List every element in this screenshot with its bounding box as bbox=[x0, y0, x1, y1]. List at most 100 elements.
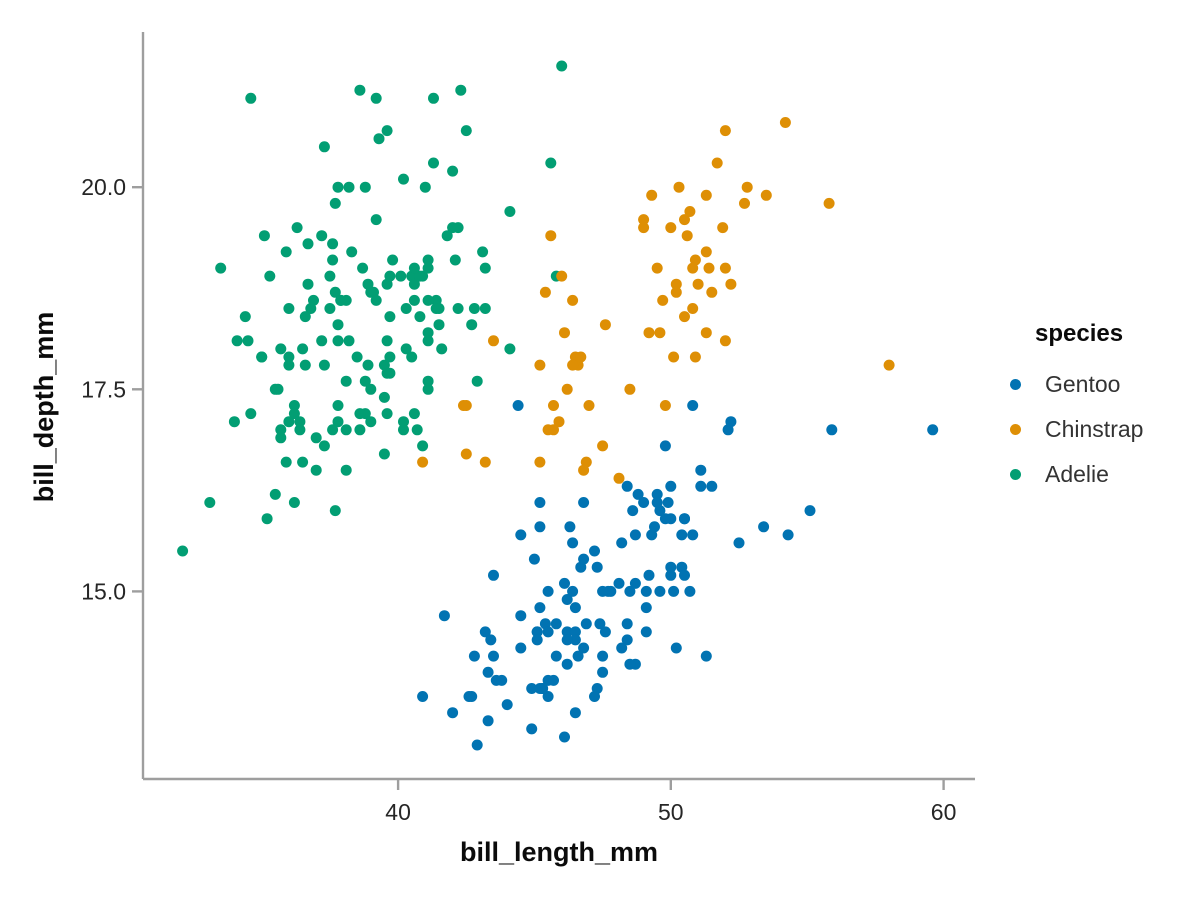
data-point-gentoo bbox=[826, 424, 838, 436]
data-point-adelie bbox=[335, 294, 347, 306]
data-point-gentoo bbox=[561, 594, 573, 605]
data-point-chinstrap bbox=[673, 181, 685, 193]
data-point-adelie bbox=[316, 335, 328, 347]
data-point-chinstrap bbox=[883, 359, 895, 371]
data-point-chinstrap bbox=[561, 383, 573, 395]
data-point-gentoo bbox=[643, 569, 655, 581]
data-point-gentoo bbox=[515, 610, 527, 622]
data-point-adelie bbox=[381, 125, 393, 137]
data-point-adelie bbox=[408, 408, 420, 420]
data-point-chinstrap bbox=[711, 157, 723, 169]
data-point-gentoo bbox=[616, 537, 628, 549]
data-point-adelie bbox=[466, 319, 478, 331]
data-point-adelie bbox=[215, 262, 227, 274]
data-point-gentoo bbox=[531, 634, 543, 646]
data-point-adelie bbox=[359, 181, 371, 193]
data-point-chinstrap bbox=[548, 400, 559, 411]
legend-item-gentoo: Gentoo bbox=[1000, 362, 1143, 407]
data-point-adelie bbox=[387, 254, 399, 266]
x-axis-title: bill_length_mm bbox=[460, 837, 658, 867]
data-point-chinstrap bbox=[760, 189, 772, 201]
data-point-chinstrap bbox=[706, 286, 718, 298]
data-point-adelie bbox=[545, 157, 557, 169]
data-point-adelie bbox=[471, 375, 483, 387]
data-point-chinstrap bbox=[548, 424, 559, 436]
data-point-chinstrap bbox=[679, 214, 690, 226]
data-point-gentoo bbox=[627, 505, 639, 517]
data-point-gentoo bbox=[616, 642, 628, 654]
data-point-adelie bbox=[384, 367, 396, 379]
data-point-adelie bbox=[280, 456, 292, 468]
data-point-gentoo bbox=[589, 691, 600, 702]
data-point-chinstrap bbox=[689, 351, 701, 363]
data-point-adelie bbox=[332, 319, 344, 331]
data-point-adelie bbox=[479, 262, 491, 274]
data-point-adelie bbox=[408, 278, 420, 290]
data-point-gentoo bbox=[515, 642, 527, 654]
data-point-gentoo bbox=[496, 674, 508, 686]
data-point-chinstrap bbox=[488, 335, 499, 347]
data-point-adelie bbox=[340, 375, 352, 387]
data-point-adelie bbox=[283, 303, 295, 314]
data-point-gentoo bbox=[700, 650, 712, 662]
data-point-adelie bbox=[324, 270, 336, 282]
data-point-adelie bbox=[340, 464, 352, 476]
data-point-adelie bbox=[414, 270, 426, 282]
data-point-gentoo bbox=[578, 553, 590, 565]
data-point-adelie bbox=[351, 351, 363, 363]
data-point-adelie bbox=[231, 335, 243, 347]
data-point-adelie bbox=[400, 303, 412, 314]
data-point-gentoo bbox=[597, 666, 609, 678]
data-point-gentoo bbox=[578, 642, 590, 654]
data-point-adelie bbox=[283, 351, 295, 363]
data-point-adelie bbox=[177, 545, 189, 557]
y-tick-label: 20.0 bbox=[81, 174, 126, 200]
data-point-adelie bbox=[294, 424, 306, 436]
data-point-adelie bbox=[329, 505, 341, 517]
data-point-adelie bbox=[455, 84, 467, 96]
data-point-adelie bbox=[373, 133, 385, 145]
data-point-chinstrap bbox=[654, 327, 666, 339]
data-point-adelie bbox=[354, 424, 366, 436]
data-point-gentoo bbox=[640, 626, 652, 638]
data-point-adelie bbox=[264, 270, 276, 282]
data-point-adelie bbox=[433, 319, 445, 331]
data-point-gentoo bbox=[594, 618, 606, 630]
data-point-gentoo bbox=[621, 480, 633, 492]
data-point-gentoo bbox=[559, 731, 570, 743]
data-point-adelie bbox=[428, 157, 439, 169]
data-point-adelie bbox=[327, 254, 339, 266]
data-point-gentoo bbox=[417, 691, 429, 702]
data-point-gentoo bbox=[534, 683, 546, 694]
data-point-adelie bbox=[436, 343, 448, 355]
data-point-gentoo bbox=[564, 521, 576, 533]
data-point-gentoo bbox=[927, 424, 939, 436]
data-point-adelie bbox=[228, 416, 240, 428]
data-point-gentoo bbox=[569, 602, 581, 614]
data-point-adelie bbox=[327, 424, 339, 436]
data-point-gentoo bbox=[528, 553, 540, 565]
data-point-chinstrap bbox=[559, 327, 570, 339]
data-point-chinstrap bbox=[567, 294, 579, 306]
data-point-chinstrap bbox=[567, 359, 579, 371]
data-point-gentoo bbox=[471, 739, 483, 751]
data-point-adelie bbox=[305, 303, 317, 314]
data-point-adelie bbox=[297, 343, 309, 355]
data-point-chinstrap bbox=[779, 117, 791, 128]
data-point-adelie bbox=[354, 84, 366, 96]
data-point-adelie bbox=[384, 311, 396, 323]
data-point-adelie bbox=[400, 343, 412, 355]
data-point-gentoo bbox=[640, 585, 652, 597]
data-point-chinstrap bbox=[643, 327, 655, 339]
data-point-gentoo bbox=[542, 626, 554, 638]
data-point-chinstrap bbox=[670, 286, 682, 298]
data-point-gentoo bbox=[695, 464, 707, 476]
data-point-chinstrap bbox=[687, 303, 699, 314]
data-point-gentoo bbox=[550, 618, 562, 630]
data-point-adelie bbox=[477, 246, 489, 258]
data-point-adelie bbox=[256, 351, 268, 363]
data-point-chinstrap bbox=[719, 125, 731, 137]
data-point-chinstrap bbox=[539, 286, 551, 298]
data-point-adelie bbox=[332, 400, 344, 411]
